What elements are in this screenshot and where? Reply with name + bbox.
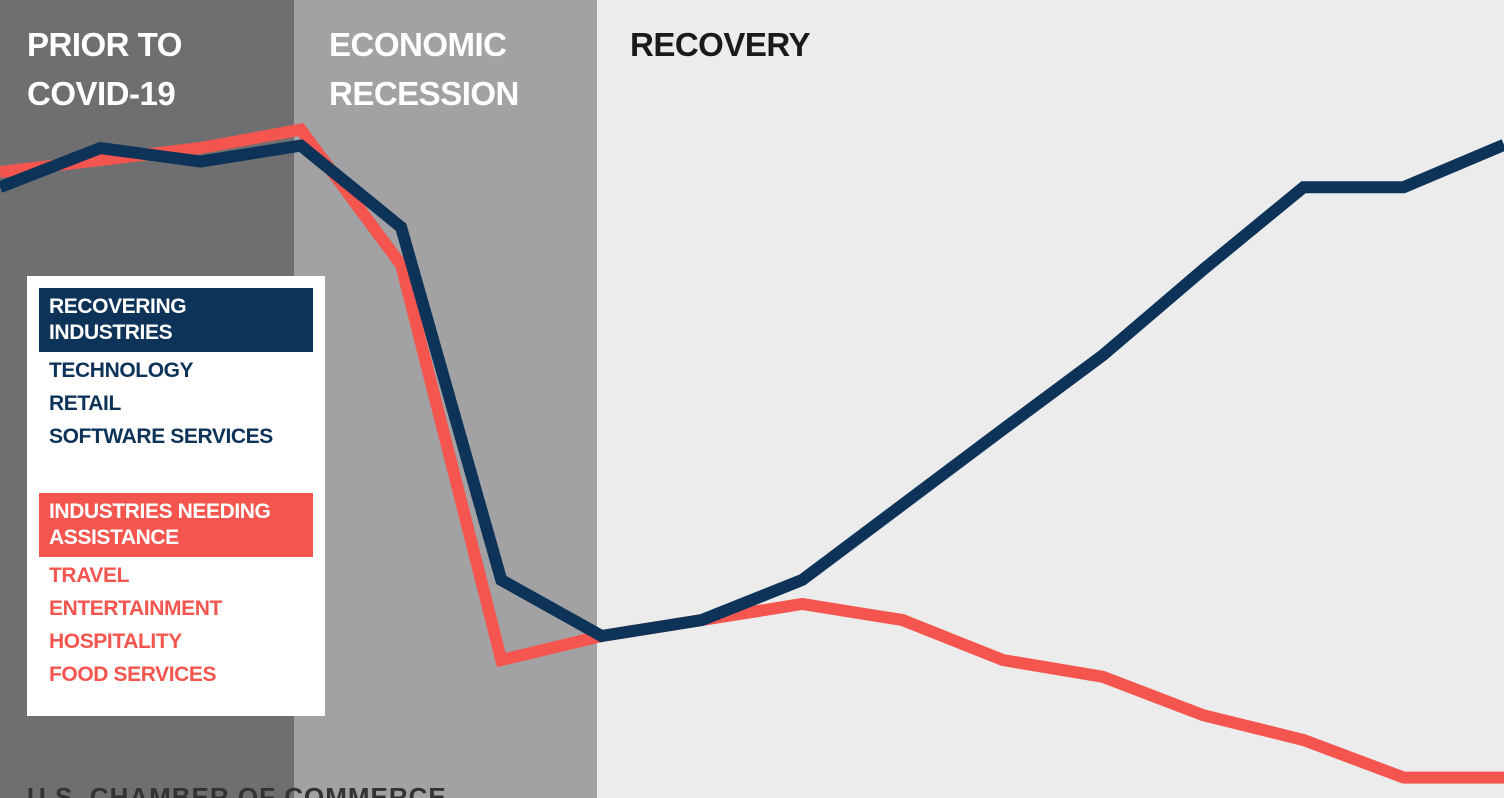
legend-item: SOFTWARE SERVICES — [49, 425, 273, 448]
source: U.S. CHAMBER OF COMMERCE — [27, 782, 447, 798]
legend-items: TECHNOLOGY RETAIL SOFTWARE SERVICES — [27, 352, 325, 453]
legend: RECOVERING INDUSTRIES TECHNOLOGY RETAIL SOF… — [27, 276, 325, 716]
legend-items: TRAVEL ENTERTAINMENT HOSPITALITY FOOD SERVI… — [27, 557, 325, 691]
legend-item: TRAVEL — [49, 564, 130, 587]
region-label: ECONOMIC RECESSION — [329, 26, 519, 112]
legend-item: TECHNOLOGY — [49, 359, 194, 382]
region-label: RECOVERY — [630, 26, 810, 63]
legend-title: INDUSTRIES NEEDING ASSISTANCE — [49, 500, 271, 549]
legend-item: RETAIL — [49, 392, 121, 415]
legend-header: INDUSTRIES NEEDING ASSISTANCE — [39, 493, 313, 557]
legend-title: RECOVERING INDUSTRIES — [49, 295, 187, 344]
legend-header: RECOVERING INDUSTRIES — [39, 288, 313, 352]
legend-item: FOOD SERVICES — [49, 663, 217, 686]
series-line — [0, 139, 1504, 643]
series-line — [0, 123, 1504, 784]
legend-item: ENTERTAINMENT — [49, 597, 222, 620]
legend-item: HOSPITALITY — [49, 630, 182, 653]
region-label: PRIOR TO COVID-19 — [27, 26, 182, 112]
